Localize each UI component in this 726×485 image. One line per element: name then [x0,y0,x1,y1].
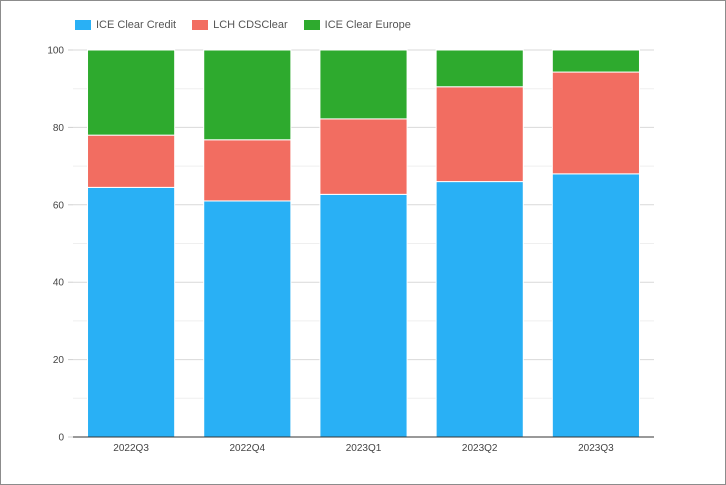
bar-segment-lch-cdsclear-2022q4 [203,139,292,202]
bar-segment-lch-cdsclear-2023q2 [435,86,524,183]
legend-label-ice-clear-europe: ICE Clear Europe [324,19,411,31]
legend-swatch-lch-cdsclear [192,20,209,30]
y-tick-label: 20 [53,355,65,366]
y-tick-label: 100 [47,46,64,57]
x-tick-label: 2023Q2 [462,443,498,454]
x-tick-label: 2022Q3 [113,443,149,454]
x-tick-label: 2023Q1 [346,443,382,454]
chart-legend: ICE Clear Credit LCH CDSClear ICE Clear … [75,19,411,31]
bar-segment-ice-clear-europe-2023q3 [551,49,640,73]
legend-item-ice-clear-credit[interactable]: ICE Clear Credit [75,19,176,31]
bar-segment-ice-clear-europe-2023q1 [319,49,408,120]
legend-item-lch-cdsclear[interactable]: LCH CDSClear [192,19,288,31]
y-tick-label: 80 [53,123,65,134]
legend-label-lch-cdsclear: LCH CDSClear [213,19,288,31]
bar-segment-ice-clear-credit-2022q3 [87,186,176,438]
bar-segment-lch-cdsclear-2022q3 [87,134,176,188]
bar-segment-lch-cdsclear-2023q1 [319,118,408,195]
y-tick-label: 60 [53,200,65,211]
y-tick-label: 0 [58,433,64,444]
x-tick-label: 2022Q4 [230,443,266,454]
x-tick-label: 2023Q3 [578,443,614,454]
y-tick-label: 40 [53,278,65,289]
bar-segment-ice-clear-credit-2023q1 [319,193,408,438]
bar-segment-ice-clear-credit-2023q3 [551,173,640,438]
legend-item-ice-clear-europe[interactable]: ICE Clear Europe [303,19,411,31]
legend-swatch-ice-clear-europe [303,20,320,30]
bar-segment-ice-clear-europe-2023q2 [435,49,524,88]
bar-segment-ice-clear-europe-2022q3 [87,49,176,136]
bar-segment-ice-clear-credit-2022q4 [203,200,292,438]
bar-segment-lch-cdsclear-2023q3 [551,71,640,175]
legend-swatch-ice-clear-credit [75,20,91,30]
bar-segment-ice-clear-credit-2023q2 [435,181,524,438]
legend-label-ice-clear-credit: ICE Clear Credit [96,19,177,31]
bar-segment-ice-clear-europe-2022q4 [203,49,292,141]
